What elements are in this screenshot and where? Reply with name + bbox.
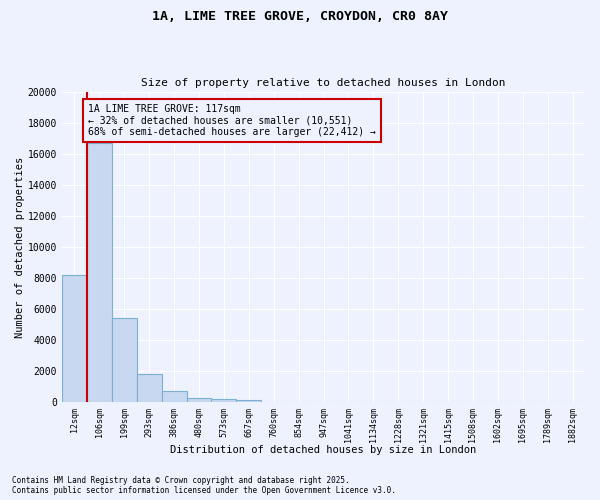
Bar [62,275,87,402]
Title: Size of property relative to detached houses in London: Size of property relative to detached ho… [141,78,506,88]
Bar [161,392,187,402]
Bar [187,398,211,402]
Bar [112,318,137,402]
Y-axis label: Number of detached properties: Number of detached properties [15,156,25,338]
Bar [211,400,236,402]
Text: 1A LIME TREE GROVE: 117sqm
← 32% of detached houses are smaller (10,551)
68% of : 1A LIME TREE GROVE: 117sqm ← 32% of deta… [88,104,376,137]
X-axis label: Distribution of detached houses by size in London: Distribution of detached houses by size … [170,445,476,455]
Bar [87,143,112,403]
Text: Contains HM Land Registry data © Crown copyright and database right 2025.
Contai: Contains HM Land Registry data © Crown c… [12,476,396,495]
Bar [137,374,161,402]
Text: 1A, LIME TREE GROVE, CROYDON, CR0 8AY: 1A, LIME TREE GROVE, CROYDON, CR0 8AY [152,10,448,23]
Bar [236,400,261,402]
